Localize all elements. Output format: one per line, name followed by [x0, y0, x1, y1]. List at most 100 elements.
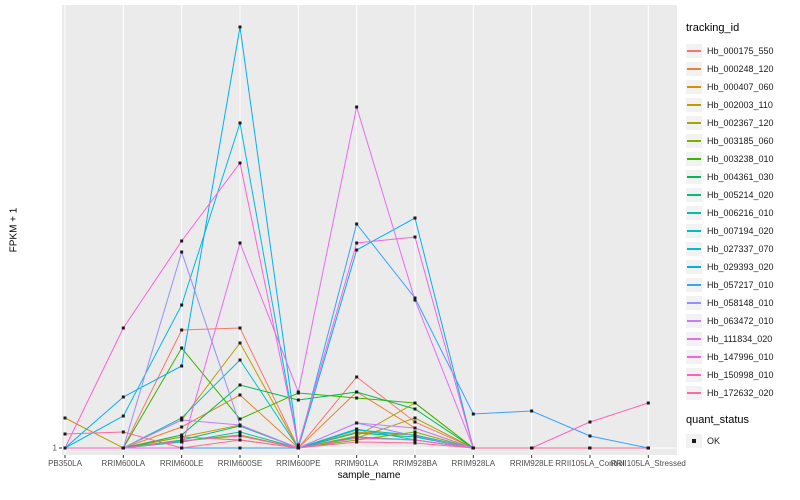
data-point-Hb_000175_550 [238, 326, 242, 330]
legend-label: Hb_027337_070 [707, 244, 774, 254]
legend-key-icon [686, 206, 702, 220]
legend-line-swatch [687, 374, 701, 376]
data-point-Hb_006216_010 [238, 430, 242, 434]
data-point-Hb_004361_030 [180, 433, 184, 437]
quant-status-title: quant_status [686, 414, 749, 426]
legend-line-swatch [687, 212, 701, 214]
legend-item-Hb_003238_010: Hb_003238_010 [686, 150, 798, 168]
legend-line-swatch [687, 68, 701, 70]
legend-label: Hb_058148_010 [707, 298, 774, 308]
x-tick-label-RRII105LA_Control: RRII105LA_Control [555, 459, 625, 468]
legend-item-Hb_057217_010: Hb_057217_010 [686, 276, 798, 294]
legend-item-Hb_004361_030: Hb_004361_030 [686, 168, 798, 186]
data-point-Hb_111834_020 [296, 390, 300, 394]
legend-key-icon [686, 170, 702, 184]
data-point-Hb_004361_030 [238, 383, 242, 387]
legend-label: Hb_057217_010 [707, 280, 774, 290]
data-point-Hb_057217_010 [588, 434, 592, 438]
y-axis-tick-label: 1 [52, 443, 57, 453]
data-point-Hb_111834_020 [355, 105, 359, 109]
legend-label: Hb_006216_010 [707, 208, 774, 218]
data-point-Hb_150998_010 [588, 420, 592, 424]
x-axis-title: sample_name [337, 470, 401, 481]
data-point-Hb_002003_110 [63, 416, 67, 420]
legend-item-Hb_172632_020: Hb_172632_020 [686, 384, 798, 402]
x-tick-label-RRII105LA_Stressed: RRII105LA_Stressed [610, 459, 686, 468]
legend-line-swatch [687, 392, 701, 394]
legend-label: Hb_003185_060 [707, 136, 774, 146]
legend-label: Hb_003238_010 [707, 154, 774, 164]
legend-line-swatch [687, 266, 701, 268]
legend-item-Hb_150998_010: Hb_150998_010 [686, 366, 798, 384]
data-point-Hb_172632_020 [296, 446, 300, 450]
data-point-Hb_147996_010 [413, 235, 417, 239]
data-point-Hb_147996_010 [238, 161, 242, 165]
legend-item-Hb_002003_110: Hb_002003_110 [686, 96, 798, 114]
data-point-Hb_007194_020 [238, 358, 242, 362]
legend-label: Hb_005214_020 [707, 190, 774, 200]
legend-item-Hb_063472_010: Hb_063472_010 [686, 312, 798, 330]
data-point-Hb_058148_010 [413, 434, 417, 438]
data-point-Hb_150998_010 [180, 439, 184, 443]
data-point-Hb_057217_010 [355, 222, 359, 226]
quant-status-legend: quant_status OK [686, 414, 798, 450]
quant-status-item: OK [686, 432, 798, 450]
data-point-Hb_003238_010 [180, 346, 184, 350]
legend-item-Hb_029393_020: Hb_029393_020 [686, 258, 798, 276]
legend-line-swatch [687, 230, 701, 232]
legend-line-swatch [687, 194, 701, 196]
data-point-Hb_057217_010 [238, 446, 242, 450]
data-point-Hb_003238_010 [238, 417, 242, 421]
legend-key-icon [686, 62, 702, 76]
data-point-Hb_057217_010 [530, 409, 534, 413]
data-point-Hb_004361_030 [413, 407, 417, 411]
data-point-Hb_150998_010 [646, 401, 650, 405]
legend-label: Hb_150998_010 [707, 370, 774, 380]
data-point-Hb_002367_120 [413, 416, 417, 420]
data-point-Hb_147996_010 [296, 443, 300, 447]
data-point-Hb_000175_550 [413, 420, 417, 424]
legend-title: tracking_id [686, 22, 740, 34]
data-point-Hb_150998_010 [413, 438, 417, 442]
legend-key-icon [686, 386, 702, 400]
data-point-Hb_172632_020 [588, 446, 592, 450]
data-point-Hb_004361_030 [296, 398, 300, 402]
legend-label: Hb_172632_020 [707, 388, 774, 398]
legend-item-Hb_027337_070: Hb_027337_070 [686, 240, 798, 258]
legend-key-icon [686, 152, 702, 166]
x-tick-label-RRIM600SE: RRIM600SE [217, 459, 263, 468]
legend-line-swatch [687, 356, 701, 358]
data-point-Hb_150998_010 [63, 446, 67, 450]
legend-line-swatch [687, 338, 701, 340]
data-point-Hb_172632_020 [63, 432, 67, 436]
data-point-Hb_063472_010 [180, 418, 184, 422]
data-point-Hb_172632_020 [121, 430, 125, 434]
legend-item-Hb_000248_120: Hb_000248_120 [686, 60, 798, 78]
data-point-Hb_111834_020 [413, 298, 417, 302]
legend-item-Hb_006216_010: Hb_006216_010 [686, 204, 798, 222]
data-point-Hb_029393_020 [238, 25, 242, 29]
legend-line-swatch [687, 320, 701, 322]
data-point-Hb_027337_070 [180, 303, 184, 307]
legend-key-icon [686, 368, 702, 382]
data-point-Hb_000248_120 [180, 425, 184, 429]
data-point-Hb_003185_060 [355, 438, 359, 442]
x-tick-label-RRIM928LA: RRIM928LA [451, 459, 496, 468]
data-point-Hb_150998_010 [238, 434, 242, 438]
legend-item-Hb_111834_020: Hb_111834_020 [686, 330, 798, 348]
data-point-Hb_147996_010 [121, 326, 125, 330]
data-point-Hb_027337_070 [355, 427, 359, 431]
data-point-Hb_063472_010 [238, 423, 242, 427]
data-point-Hb_007194_020 [180, 416, 184, 420]
data-point-Hb_029393_020 [355, 248, 359, 252]
legend-item-Hb_147996_010: Hb_147996_010 [686, 348, 798, 366]
data-point-Hb_172632_020 [413, 441, 417, 445]
legend-key-icon [686, 260, 702, 274]
legend-key-icon [686, 296, 702, 310]
legend-key-icon [686, 80, 702, 94]
legend-item-Hb_000175_550: Hb_000175_550 [686, 42, 798, 60]
legend-key-icon [686, 350, 702, 364]
legend-line-swatch [687, 248, 701, 250]
legend-key-icon [686, 242, 702, 256]
